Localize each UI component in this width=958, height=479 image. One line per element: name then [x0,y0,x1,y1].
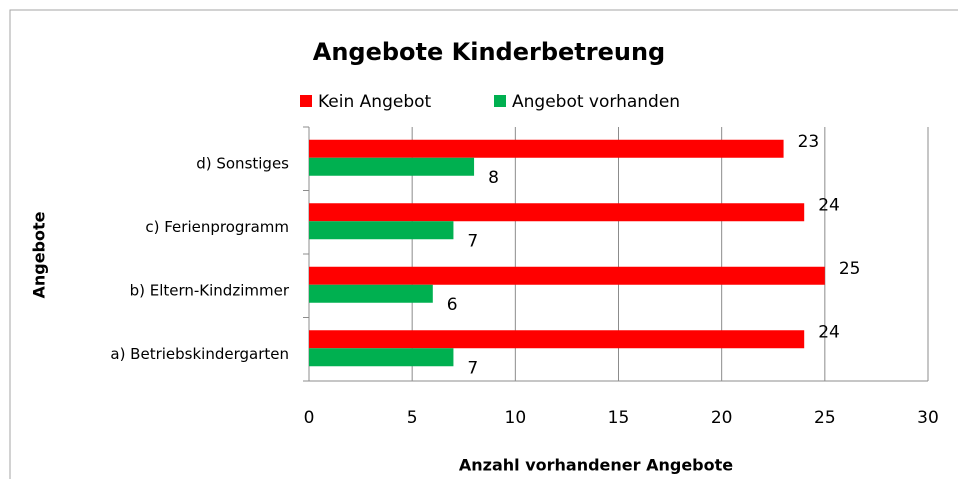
y-tick-label: a) Betriebskindergarten [110,345,289,363]
y-axis-label: Angebote [30,211,49,298]
y-tick-label: b) Eltern-Kindzimmer [130,281,290,299]
data-label: 24 [818,195,840,215]
x-tick-label: 20 [711,408,733,428]
bar [309,203,805,222]
bar [309,139,784,158]
y-tick-label: c) Ferienprogramm [145,218,289,236]
x-axis-label: Anzahl vorhandener Angebote [459,456,733,475]
data-label: 24 [818,322,840,342]
data-label: 23 [798,132,820,152]
legend-swatch [494,95,506,107]
bar [309,330,805,349]
bar [309,157,475,176]
bar [309,221,454,240]
data-label: 7 [467,358,478,378]
legend-swatch [300,95,312,107]
x-tick-label: 30 [917,408,939,428]
bar [309,266,825,285]
x-tick-label: 25 [814,408,836,428]
data-label: 7 [467,231,478,251]
chart-title: Angebote Kinderbetreung [313,38,666,66]
x-tick-label: 10 [505,408,527,428]
bar [309,284,433,303]
bar [309,348,454,367]
x-tick-label: 0 [304,408,315,428]
data-label: 6 [447,295,458,315]
legend-label: Kein Angebot [318,92,432,112]
x-tick-label: 5 [407,408,418,428]
data-label: 25 [839,259,861,279]
y-tick-label: d) Sonstiges [196,154,289,172]
chart-border [9,9,958,479]
x-tick-label: 15 [608,408,630,428]
data-label: 8 [488,168,499,188]
legend-label: Angebot vorhanden [512,92,680,112]
